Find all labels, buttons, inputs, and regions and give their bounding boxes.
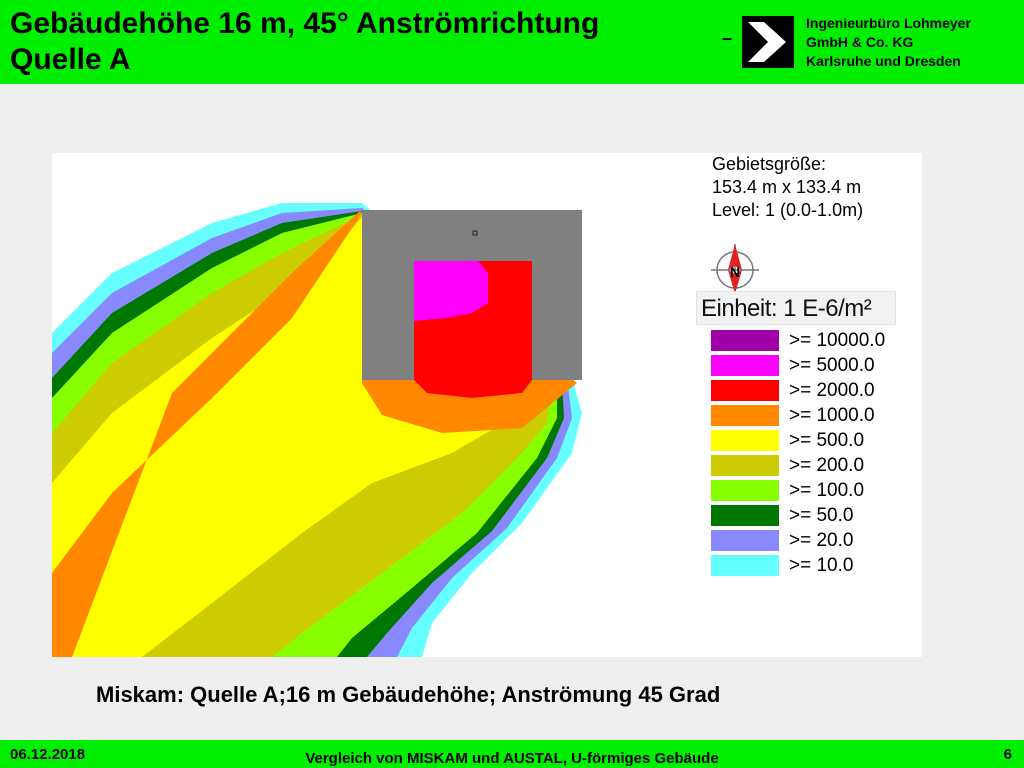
slide-title: Gebäudehöhe 16 m, 45° Anströmrichtung Qu… — [10, 6, 599, 78]
footer-bar: 06.12.2018 Vergleich von MISKAM und AUST… — [0, 740, 1024, 768]
company-line-3: Karlsruhe und Dresden — [806, 53, 961, 69]
domain-info: Gebietsgröße: 153.4 m x 133.4 m Level: 1… — [712, 153, 863, 222]
figure-caption: Miskam: Quelle A;16 m Gebäudehöhe; Anstr… — [96, 682, 721, 707]
legend-label: >= 50.0 — [789, 505, 854, 526]
legend-swatch — [711, 480, 779, 501]
company-line-2: GmbH & Co. KG — [806, 34, 914, 50]
legend-swatch — [711, 330, 779, 351]
info-line-1: Gebietsgröße: — [712, 154, 827, 174]
legend-label: >= 200.0 — [789, 455, 865, 476]
page-number: 6 — [1003, 746, 1012, 763]
info-line-2: 153.4 m x 133.4 m — [712, 177, 862, 197]
legend-label: >= 500.0 — [789, 430, 865, 451]
legend-label: >= 10000.0 — [789, 330, 886, 351]
company-name: Ingenieurbüro Lohmeyer GmbH & Co. KG Kar… — [806, 14, 971, 71]
footer-date: 06.12.2018 — [10, 746, 86, 763]
concentration-plot: Gebietsgröße: 153.4 m x 133.4 m Level: 1… — [52, 153, 922, 657]
compass-label: N — [730, 264, 740, 280]
arrow-logo-icon — [742, 16, 794, 68]
legend-swatch — [711, 405, 779, 426]
legend-label: >= 10.0 — [789, 555, 854, 576]
band-5000 — [414, 261, 488, 321]
legend-swatch — [711, 430, 779, 451]
legend-label: >= 1000.0 — [789, 405, 875, 426]
building — [362, 210, 582, 380]
legend-swatch — [711, 455, 779, 476]
unit-label: Einheit: 1 E-6/m² — [696, 291, 896, 325]
legend-label: >= 5000.0 — [789, 355, 875, 376]
legend-label: >= 100.0 — [789, 480, 865, 501]
footer-title: Vergleich von MISKAM und AUSTAL, U-förmi… — [305, 750, 719, 767]
concentration-map — [52, 203, 582, 657]
legend-swatch — [711, 380, 779, 401]
legend-label: >= 20.0 — [789, 530, 854, 551]
source-marker — [472, 230, 478, 236]
title-line-1: Gebäudehöhe 16 m, 45° Anströmrichtung — [10, 7, 600, 40]
legend-swatch — [711, 530, 779, 551]
north-arrow-icon: N — [711, 244, 759, 294]
legend-swatch — [711, 555, 779, 576]
legend-swatch — [711, 505, 779, 526]
legend-label: >= 2000.0 — [789, 380, 875, 401]
header-bar: Gebäudehöhe 16 m, 45° Anströmrichtung Qu… — [0, 0, 1024, 84]
info-line-3: Level: 1 (0.0-1.0m) — [712, 200, 864, 220]
title-line-2: Quelle A — [10, 43, 131, 76]
company-line-1: Ingenieurbüro Lohmeyer — [806, 15, 971, 31]
header-dash: – — [722, 28, 733, 48]
legend-swatch — [711, 355, 779, 376]
